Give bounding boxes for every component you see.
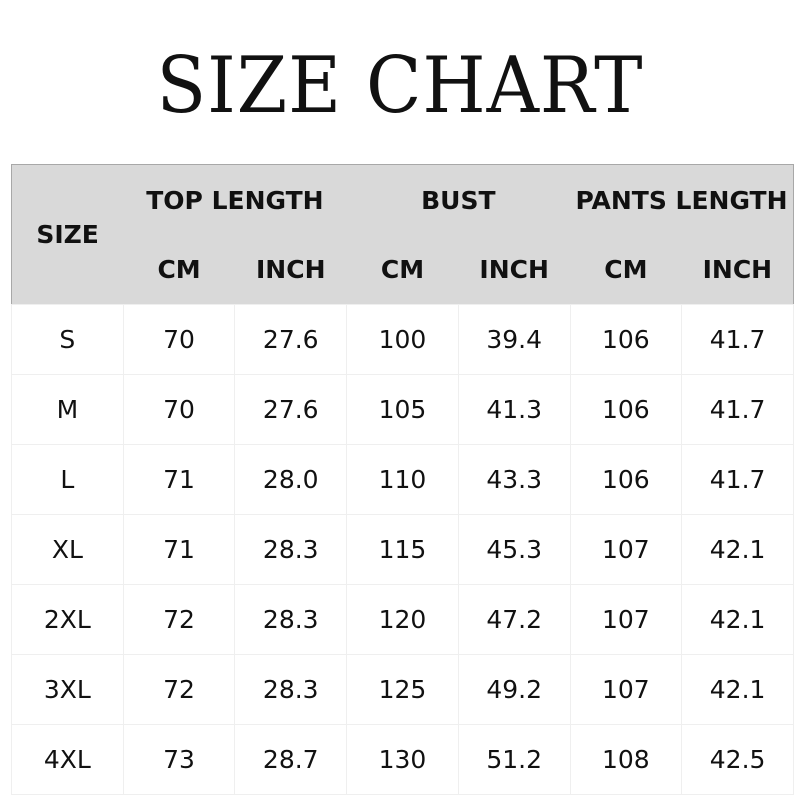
header-unit: CM <box>123 235 235 305</box>
value-cell: 72 <box>122 584 236 655</box>
header-unit: INCH <box>234 235 347 305</box>
size-cell: M <box>11 374 124 445</box>
value-cell: 130 <box>346 724 459 795</box>
value-cell: 70 <box>122 374 236 445</box>
header-unit: INCH <box>458 235 571 305</box>
header-top-length: TOP LENGTH <box>123 164 347 235</box>
value-cell: 106 <box>569 444 683 515</box>
value-cell: 107 <box>569 514 683 585</box>
value-cell: 71 <box>122 514 236 585</box>
value-cell: 115 <box>346 514 459 585</box>
value-cell: 110 <box>346 444 459 515</box>
table-row: M 70 27.6 105 41.3 106 41.7 <box>11 374 794 445</box>
header-unit: CM <box>570 235 682 305</box>
size-cell: 2XL <box>11 584 124 655</box>
value-cell: 28.0 <box>234 444 348 515</box>
value-cell: 100 <box>346 304 459 375</box>
table-body: S 70 27.6 100 39.4 106 41.7 M 70 27.6 105 41.3 106 41… <box>11 304 794 795</box>
table-row: 4XL 73 28.7 130 51.2 108 42.5 <box>11 724 794 795</box>
value-cell: 41.7 <box>681 444 794 515</box>
value-cell: 27.6 <box>234 374 348 445</box>
value-cell: 28.3 <box>234 654 348 725</box>
table-row: L 71 28.0 110 43.3 106 41.7 <box>11 444 794 515</box>
size-cell: L <box>11 444 124 515</box>
value-cell: 39.4 <box>457 304 571 375</box>
table-row: 2XL 72 28.3 120 47.2 107 42.1 <box>11 584 794 655</box>
value-cell: 42.1 <box>681 514 794 585</box>
value-cell: 73 <box>122 724 236 795</box>
value-cell: 71 <box>122 444 236 515</box>
table-row: S 70 27.6 100 39.4 106 41.7 <box>11 304 794 375</box>
value-cell: 41.7 <box>681 304 794 375</box>
value-cell: 107 <box>569 654 683 725</box>
value-cell: 51.2 <box>457 724 571 795</box>
value-cell: 28.3 <box>234 514 348 585</box>
value-cell: 42.1 <box>681 654 794 725</box>
header-unit: CM <box>346 235 459 305</box>
table-row: XL 71 28.3 115 45.3 107 42.1 <box>11 514 794 585</box>
value-cell: 28.7 <box>234 724 348 795</box>
value-cell: 27.6 <box>234 304 348 375</box>
value-cell: 107 <box>569 584 683 655</box>
value-cell: 108 <box>569 724 683 795</box>
header-unit: INCH <box>681 235 794 305</box>
header-bust: BUST <box>346 164 571 235</box>
size-chart-table: SIZE TOP LENGTH BUST PANTS LENGTH CM INC… <box>11 164 794 795</box>
size-cell: 3XL <box>11 654 124 725</box>
value-cell: 41.7 <box>681 374 794 445</box>
header-size: SIZE <box>11 164 124 305</box>
value-cell: 105 <box>346 374 459 445</box>
value-cell: 47.2 <box>457 584 571 655</box>
value-cell: 49.2 <box>457 654 571 725</box>
value-cell: 28.3 <box>234 584 348 655</box>
value-cell: 106 <box>569 304 683 375</box>
size-cell: 4XL <box>11 724 124 795</box>
size-cell: S <box>11 304 124 375</box>
value-cell: 42.1 <box>681 584 794 655</box>
table-row: 3XL 72 28.3 125 49.2 107 42.1 <box>11 654 794 725</box>
value-cell: 120 <box>346 584 459 655</box>
value-cell: 72 <box>122 654 236 725</box>
value-cell: 43.3 <box>457 444 571 515</box>
header-pants-length: PANTS LENGTH <box>570 164 794 235</box>
value-cell: 106 <box>569 374 683 445</box>
table-header: SIZE TOP LENGTH BUST PANTS LENGTH CM INC… <box>11 164 794 305</box>
page-title: SIZE CHART <box>156 41 644 131</box>
value-cell: 41.3 <box>457 374 571 445</box>
value-cell: 42.5 <box>681 724 794 795</box>
value-cell: 70 <box>122 304 236 375</box>
value-cell: 45.3 <box>457 514 571 585</box>
value-cell: 125 <box>346 654 459 725</box>
size-cell: XL <box>11 514 124 585</box>
